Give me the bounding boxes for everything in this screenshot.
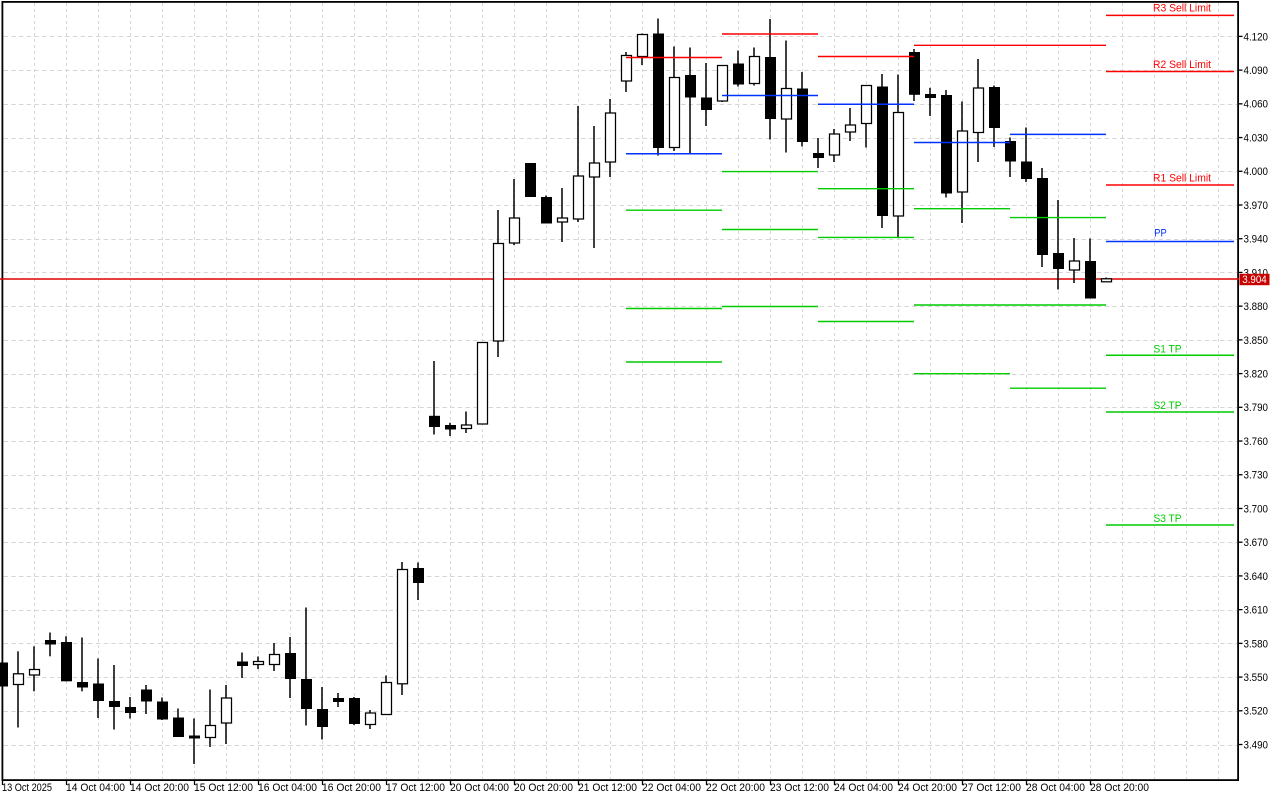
svg-text:13 Oct 2025: 13 Oct 2025: [2, 782, 52, 794]
svg-text:S1 TP: S1 TP: [1154, 343, 1182, 355]
svg-text:4.060: 4.060: [1244, 99, 1269, 111]
svg-text:3.730: 3.730: [1244, 470, 1269, 482]
svg-text:4.090: 4.090: [1244, 65, 1269, 77]
svg-text:4.120: 4.120: [1244, 31, 1269, 43]
svg-text:16 Oct 20:00: 16 Oct 20:00: [322, 782, 381, 794]
svg-text:R2 Sell Limit: R2 Sell Limit: [1153, 59, 1211, 71]
svg-text:20 Oct 04:00: 20 Oct 04:00: [450, 782, 509, 794]
svg-text:14 Oct 04:00: 14 Oct 04:00: [66, 782, 125, 794]
svg-text:28 Oct 20:00: 28 Oct 20:00: [1090, 782, 1149, 794]
svg-text:24 Oct 04:00: 24 Oct 04:00: [834, 782, 893, 794]
svg-text:R1 Sell Limit: R1 Sell Limit: [1153, 173, 1211, 185]
svg-text:PP: PP: [1154, 228, 1167, 240]
svg-text:3.940: 3.940: [1244, 234, 1269, 246]
svg-text:R3 Sell Limit: R3 Sell Limit: [1153, 3, 1211, 15]
svg-text:3.880: 3.880: [1244, 301, 1269, 313]
svg-text:3.550: 3.550: [1244, 672, 1269, 684]
svg-text:3.490: 3.490: [1244, 739, 1269, 751]
svg-text:22 Oct 04:00: 22 Oct 04:00: [642, 782, 701, 794]
svg-text:24 Oct 20:00: 24 Oct 20:00: [898, 782, 957, 794]
svg-text:28 Oct 04:00: 28 Oct 04:00: [1026, 782, 1085, 794]
svg-text:4.000: 4.000: [1244, 166, 1269, 178]
svg-text:21 Oct 12:00: 21 Oct 12:00: [578, 782, 637, 794]
svg-text:3.700: 3.700: [1244, 503, 1269, 515]
svg-text:27 Oct 12:00: 27 Oct 12:00: [962, 782, 1021, 794]
svg-text:3.850: 3.850: [1244, 335, 1269, 347]
svg-text:16 Oct 04:00: 16 Oct 04:00: [258, 782, 317, 794]
svg-text:17 Oct 12:00: 17 Oct 12:00: [386, 782, 445, 794]
svg-text:3.640: 3.640: [1244, 571, 1269, 583]
svg-text:3.820: 3.820: [1244, 369, 1269, 381]
svg-text:20 Oct 20:00: 20 Oct 20:00: [514, 782, 573, 794]
svg-text:3.580: 3.580: [1244, 638, 1269, 650]
svg-text:23 Oct 12:00: 23 Oct 12:00: [770, 782, 829, 794]
svg-text:3.760: 3.760: [1244, 436, 1269, 448]
svg-text:15 Oct 12:00: 15 Oct 12:00: [194, 782, 253, 794]
svg-text:14 Oct 20:00: 14 Oct 20:00: [130, 782, 189, 794]
svg-text:3.520: 3.520: [1244, 706, 1269, 718]
svg-text:22 Oct 20:00: 22 Oct 20:00: [706, 782, 765, 794]
svg-text:S3 TP: S3 TP: [1154, 513, 1182, 525]
svg-text:3.790: 3.790: [1244, 402, 1269, 414]
svg-text:4.030: 4.030: [1244, 132, 1269, 144]
svg-text:3.610: 3.610: [1244, 605, 1269, 617]
svg-text:3.904: 3.904: [1242, 274, 1267, 286]
svg-text:3.970: 3.970: [1244, 200, 1269, 212]
svg-text:S2 TP: S2 TP: [1154, 400, 1182, 412]
svg-text:3.670: 3.670: [1244, 537, 1269, 549]
